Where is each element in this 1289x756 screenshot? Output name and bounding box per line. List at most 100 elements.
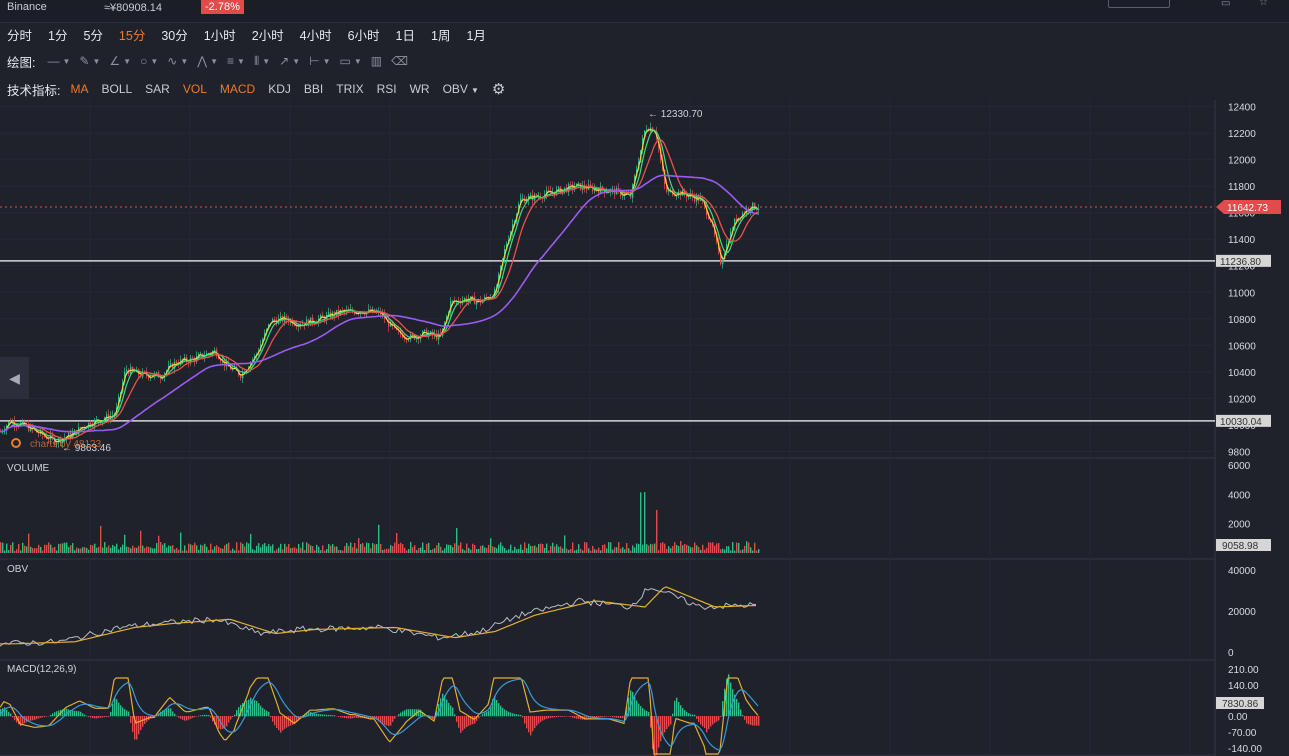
macd-histogram-bar — [598, 716, 600, 718]
macd-histogram-bar — [162, 710, 164, 717]
gear-icon[interactable]: ⚙ — [491, 81, 506, 98]
macd-histogram-bar — [328, 714, 330, 717]
wave-icon[interactable]: ∿ ▼ — [167, 54, 189, 68]
indicator-trix[interactable]: TRIX — [336, 82, 364, 96]
macd-histogram-bar — [730, 682, 732, 717]
vlines-icon[interactable]: ⦀ ▼ — [253, 53, 271, 68]
volume-bar — [472, 543, 474, 553]
line-icon[interactable]: — ▼ — [47, 54, 71, 68]
indicator-boll[interactable]: BOLL — [101, 82, 133, 96]
pattern-icon[interactable]: ⋀ ▼ — [197, 54, 218, 68]
volume-bar — [576, 549, 578, 553]
volume-bar — [38, 544, 40, 553]
candle — [48, 438, 50, 440]
volume-bar — [644, 492, 646, 553]
interval-tab-6[interactable]: 2小时 — [251, 29, 284, 43]
volume-bar — [174, 549, 176, 553]
macd-histogram-bar — [536, 716, 538, 726]
interval-tab-0[interactable]: 分时 — [7, 29, 33, 43]
candle — [546, 190, 548, 195]
macd-histogram-bar — [192, 716, 194, 718]
macd-histogram-bar — [684, 710, 686, 717]
star-icon[interactable]: ☆ — [1259, 0, 1268, 8]
volume-bar — [136, 547, 138, 553]
volume-bar — [380, 543, 382, 553]
circle-icon[interactable]: ○ ▼ — [140, 54, 159, 68]
volume-bar — [46, 544, 48, 553]
volume-bar — [324, 550, 326, 553]
indicator-bbi[interactable]: BBI — [303, 82, 324, 96]
volume-bar — [408, 549, 410, 553]
indicator-kdj[interactable]: KDJ — [268, 82, 291, 96]
volume-bar — [322, 545, 324, 553]
macd-histogram-bar — [482, 714, 484, 717]
angle-line-icon[interactable]: ∠ ▼ — [109, 54, 132, 68]
indicator-obv[interactable]: OBV ▼ — [442, 82, 479, 96]
volume-bar — [186, 550, 188, 553]
interval-tab-5[interactable]: 1小时 — [203, 29, 236, 43]
volume-bar — [504, 548, 506, 553]
horizontal-line-label: 10030.04 — [1220, 417, 1262, 428]
macd-histogram-bar — [352, 716, 354, 719]
macd-histogram-bar — [322, 714, 324, 717]
interval-tab-2[interactable]: 5分 — [83, 29, 103, 43]
interval-tab-3[interactable]: 15分 — [118, 29, 146, 43]
interval-tab-4[interactable]: 30分 — [161, 29, 188, 43]
interval-tab-11[interactable]: 1月 — [466, 29, 486, 43]
macd-histogram-bar — [404, 710, 406, 717]
volume-bar — [24, 545, 26, 553]
interval-tab-1[interactable]: 1分 — [48, 29, 68, 43]
volume-bar — [284, 543, 286, 553]
indicator-macd[interactable]: MACD — [219, 82, 256, 96]
indicator-sar[interactable]: SAR — [145, 82, 170, 96]
price-chart[interactable]: 12400 12200 12000 11800 11600 11400 11200 11000… — [0, 100, 1289, 756]
volume-bar — [58, 543, 60, 553]
collapse-panel-button[interactable]: ◀ — [0, 357, 29, 399]
interval-tab-10[interactable]: 1周 — [431, 29, 451, 43]
brush-icon[interactable]: ✎ ▼ — [79, 54, 101, 68]
macd-histogram-bar — [0, 709, 2, 717]
range-icon[interactable]: ⊢ ▼ — [309, 54, 331, 68]
volume-bar — [170, 545, 172, 553]
volume-bar — [488, 544, 490, 553]
arrow-icon[interactable]: ↗ ▼ — [279, 54, 301, 68]
volume-bar — [492, 546, 494, 553]
volume-bar — [568, 550, 570, 553]
bars-icon[interactable]: ▥ — [370, 54, 383, 68]
volume-bar — [12, 542, 14, 553]
interval-tab-9[interactable]: 1日 — [395, 29, 415, 43]
volume-bar — [30, 546, 32, 553]
interval-tab-8[interactable]: 6小时 — [347, 29, 380, 43]
volume-bar — [152, 548, 154, 553]
volume-bar — [584, 542, 586, 553]
volume-bar — [550, 546, 552, 553]
volume-bar — [718, 543, 720, 553]
indicator-ma[interactable]: MA — [70, 82, 89, 96]
macd-histogram-bar — [586, 716, 588, 720]
volume-bar — [468, 547, 470, 553]
volume-bar — [294, 547, 296, 553]
caret-down-icon: ▼ — [92, 56, 101, 66]
macd-histogram-bar — [52, 713, 54, 717]
volume-bar — [514, 546, 516, 553]
macd-histogram-bar — [710, 716, 712, 727]
indicator-rsi[interactable]: RSI — [376, 82, 397, 96]
macd-histogram-bar — [270, 716, 272, 718]
volume-bar — [510, 544, 512, 553]
volume-bar — [154, 548, 156, 553]
candle — [126, 369, 128, 372]
indicator-wr[interactable]: WR — [409, 82, 430, 96]
trash-icon[interactable]: ⌫ — [391, 54, 409, 68]
comment-icon[interactable]: ▭ ▼ — [339, 54, 362, 68]
hlines-icon[interactable]: ≡ ▼ — [227, 54, 245, 68]
indicator-vol[interactable]: VOL — [182, 82, 207, 96]
volume-bar — [678, 546, 680, 553]
top-right-button[interactable] — [1108, 0, 1170, 8]
candle — [554, 192, 556, 196]
volume-bar — [168, 545, 170, 553]
macd-histogram-bar — [250, 697, 252, 717]
volume-bar — [268, 544, 270, 553]
volume-bar — [74, 550, 76, 553]
screenshot-icon[interactable]: ▭ — [1221, 0, 1231, 9]
interval-tab-7[interactable]: 4小时 — [299, 29, 332, 43]
